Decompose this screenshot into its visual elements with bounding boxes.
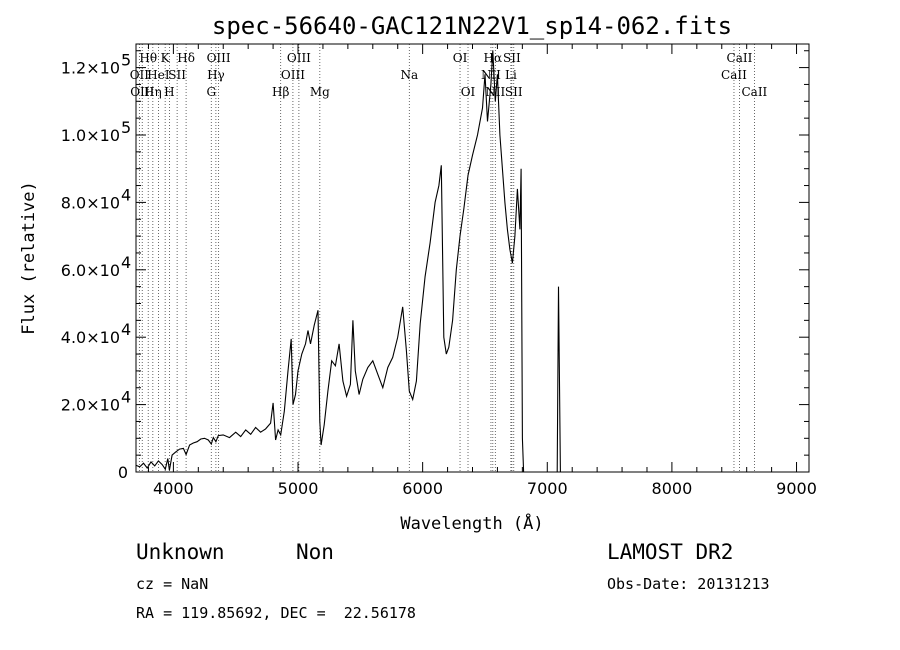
- x-tick-label: 4000: [153, 479, 194, 498]
- x-axis-label: Wavelength (Å): [400, 512, 543, 534]
- spectral-line-label: Li: [505, 68, 517, 82]
- y-tick-exponent: 5: [121, 51, 131, 70]
- spectral-line-label: SII: [503, 51, 521, 65]
- spectrum-series-line: [135, 50, 809, 473]
- y-axis: 02.0×10 44.0×10 46.0×10 48.0×10 41.0×10 51.2×…: [61, 50, 809, 482]
- spectral-line-label: OIII: [281, 68, 305, 82]
- x-tick-label: 6000: [402, 479, 443, 498]
- spectral-line-label: G: [206, 85, 216, 99]
- spectral-line-label: OIII: [207, 51, 231, 65]
- x-tick-label: 9000: [776, 479, 817, 498]
- spectral-line-label: Mg: [310, 85, 330, 99]
- survey-name: LAMOST DR2: [607, 540, 734, 564]
- spectral-line-label: Hη: [144, 85, 162, 99]
- y-axis-label: Flux (relative): [19, 181, 39, 335]
- x-tick-label: 7000: [527, 479, 568, 498]
- x-axis: 4000 5000 6000 7000 8000 9000: [147, 44, 817, 498]
- spectral-line-label: CaII: [721, 68, 747, 82]
- plot-frame: [135, 43, 810, 473]
- spectral-line-label: OII: [130, 68, 150, 82]
- x-tick-label: 8000: [652, 479, 693, 498]
- y-tick-mantissa: 1.2×10: [61, 59, 120, 78]
- spectral-line-label: Hθ: [139, 51, 157, 65]
- spectral-line-label: SII: [168, 68, 186, 82]
- spectral-line-label: Hβ: [272, 85, 289, 99]
- redshift-cz: cz = NaN: [136, 575, 209, 593]
- spectral-line-label: CaII: [741, 85, 767, 99]
- spectral-line-markers: [138, 44, 755, 472]
- y-tick-exponent: 4: [121, 253, 131, 272]
- spectral-line-label: Hγ: [207, 68, 225, 82]
- spectral-line-label: CaII: [727, 51, 753, 65]
- y-tick-label: 8.0×10: [61, 193, 120, 212]
- y-tick-exponent: 4: [121, 388, 131, 407]
- spectral-line-labels: OIIOIIIHθHηHeIKHSIIHδGHγOIIIHβOIIIOIIIMg…: [130, 51, 768, 99]
- object-subclass: Non: [296, 540, 334, 564]
- spectral-line-label: OIII: [287, 51, 311, 65]
- y-tick-label: 2.0×10: [61, 396, 120, 415]
- y-tick-mantissa: 6.0×10: [61, 261, 120, 280]
- spectral-line-label: H: [164, 85, 174, 99]
- spectral-line-label: SII: [505, 85, 523, 99]
- chart-title: spec-56640-GAC121N22V1_sp14-062.fits: [212, 12, 732, 40]
- x-tick-label: 5000: [278, 479, 319, 498]
- observation-date: Obs-Date: 20131213: [607, 575, 770, 593]
- y-tick-mantissa: 0: [118, 463, 128, 482]
- spectral-line-label: K: [161, 51, 171, 65]
- spectral-line-label: OI: [453, 51, 468, 65]
- y-tick-label: 1.0×10: [61, 126, 120, 145]
- object-class: Unknown: [136, 540, 225, 564]
- y-tick-mantissa: 1.0×10: [61, 126, 120, 145]
- spectral-line-label: HeI: [147, 68, 170, 82]
- y-tick-label: 4.0×10: [61, 328, 120, 347]
- y-tick-label: 1.2×10: [61, 59, 120, 78]
- spectral-line-label: Na: [400, 68, 418, 82]
- spectral-line-label: OI: [461, 85, 476, 99]
- y-tick-exponent: 5: [121, 118, 131, 137]
- y-tick-mantissa: 4.0×10: [61, 328, 120, 347]
- y-tick-label: 0: [118, 463, 128, 482]
- y-tick-exponent: 4: [121, 320, 131, 339]
- coordinates: RA = 119.85692, DEC = 22.56178: [136, 604, 416, 622]
- y-tick-mantissa: 8.0×10: [61, 193, 120, 212]
- y-tick-label: 6.0×10: [61, 261, 120, 280]
- spectral-line-label: Hδ: [177, 51, 195, 65]
- y-tick-exponent: 4: [121, 185, 131, 204]
- y-tick-mantissa: 2.0×10: [61, 396, 120, 415]
